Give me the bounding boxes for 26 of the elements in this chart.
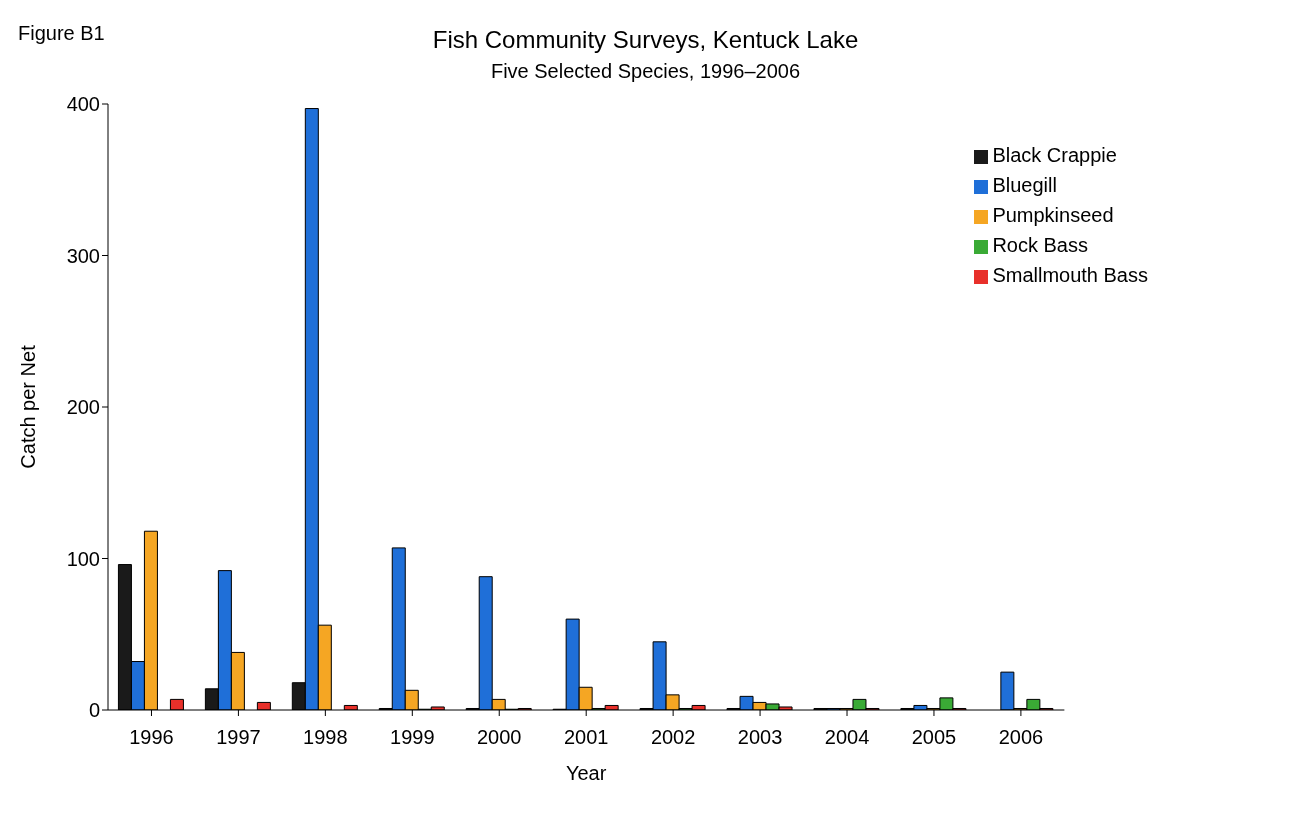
x-axis-title: Year — [565, 762, 607, 784]
x-tick-label: 2003 — [737, 726, 783, 749]
legend-label: Bluegill — [992, 174, 1057, 196]
x-tick-label: 2000 — [476, 726, 522, 749]
y-tick-label: 100 — [66, 547, 100, 570]
legend-label: Black Crappie — [992, 144, 1117, 166]
x-tick-label: 1996 — [129, 726, 174, 749]
y-tick-label: 0 — [88, 699, 100, 722]
x-tick-label: 2001 — [563, 726, 609, 749]
y-tick-label: 200 — [66, 396, 100, 419]
x-tick-label: 1998 — [303, 726, 348, 749]
x-tick-label: 2005 — [911, 726, 957, 749]
y-axis-title: Catch per Net — [17, 344, 40, 469]
y-tick-label: 400 — [66, 93, 100, 116]
x-tick-label: 2004 — [824, 726, 870, 749]
x-tick-label: 1997 — [216, 726, 261, 749]
x-tick-label: 1999 — [390, 726, 435, 749]
x-tick-label: 2006 — [998, 726, 1044, 749]
chart-title: Fish Community Surveys, Kentuck Lake — [432, 26, 859, 53]
y-tick-label: 300 — [66, 244, 100, 267]
legend-label: Smallmouth Bass — [992, 264, 1148, 286]
legend-label: Rock Bass — [992, 234, 1088, 256]
chart-subtitle: Five Selected Species, 1996–2006 — [489, 60, 802, 83]
legend-label: Pumpkinseed — [992, 204, 1114, 226]
x-tick-label: 2002 — [650, 726, 696, 749]
caption: Figure B1 — [18, 22, 105, 45]
